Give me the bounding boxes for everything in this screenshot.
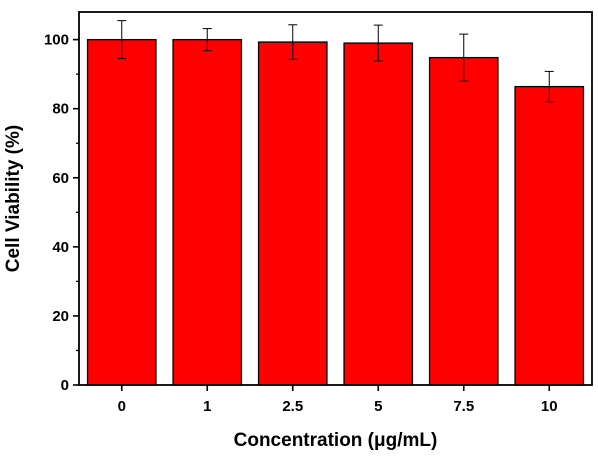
x-tick-label-5: 5 <box>374 398 382 415</box>
x-tick-label-7.5: 7.5 <box>453 398 474 415</box>
error-bars-layer <box>117 20 554 103</box>
x-tick-label-2.5: 2.5 <box>282 398 303 415</box>
plot-frame <box>78 11 593 386</box>
y-axis-title: Cell Viability (%) <box>3 125 24 272</box>
bar-1 <box>172 38 243 386</box>
x-tick-label-10: 10 <box>541 398 558 415</box>
y-tick-label-60: 60 <box>52 170 69 187</box>
y-tick-label-20: 20 <box>52 308 69 325</box>
y-tick-label-100: 100 <box>44 32 69 49</box>
bar-2.5 <box>257 41 328 386</box>
bar-0 <box>86 38 157 386</box>
x-tick-label-1: 1 <box>203 398 211 415</box>
y-tick-label-40: 40 <box>52 239 69 256</box>
x-axis-title: Concentration (μg/mL) <box>234 430 438 451</box>
y-tick-label-80: 80 <box>52 101 69 118</box>
bars-layer <box>86 38 585 386</box>
bar-7.5 <box>428 56 499 386</box>
axes-layer <box>78 11 593 386</box>
bar-5 <box>343 42 414 386</box>
bar-10 <box>514 85 585 386</box>
y-tick-label-0: 0 <box>61 377 69 394</box>
x-tick-label-0: 0 <box>118 398 126 415</box>
